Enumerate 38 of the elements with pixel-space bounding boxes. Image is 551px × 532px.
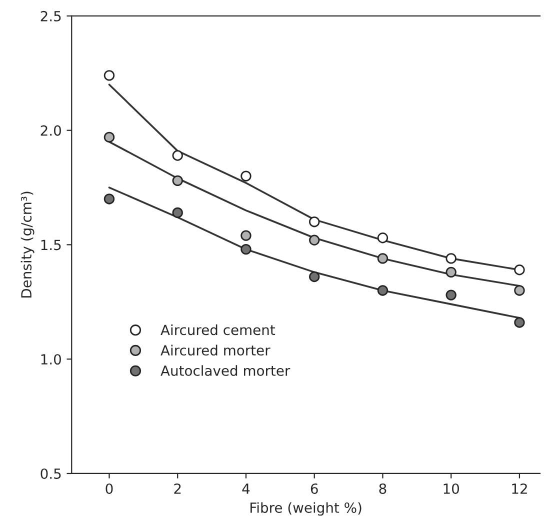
y-tick-label: 2.5	[40, 10, 61, 22]
point	[309, 234, 320, 246]
point	[104, 70, 115, 81]
x-tick-label: 8	[379, 483, 386, 494]
point	[172, 150, 183, 161]
point	[104, 194, 115, 204]
point	[446, 266, 456, 278]
point	[514, 285, 525, 296]
point	[514, 264, 525, 276]
x-tick-label: 2	[174, 483, 181, 494]
point	[172, 207, 183, 218]
point	[377, 232, 388, 244]
point	[377, 285, 388, 296]
y-axis-title: Density (g/cm³)	[20, 192, 34, 298]
y-tick-label: 1.5	[41, 240, 61, 250]
point	[377, 253, 388, 264]
point	[240, 170, 252, 182]
x-tick-label: 6	[310, 483, 318, 494]
point	[172, 175, 183, 186]
point	[240, 244, 252, 255]
x-tick-label: 4	[242, 484, 250, 494]
y-tick-label: 1.0	[41, 354, 61, 365]
point	[240, 230, 252, 241]
point	[309, 271, 320, 282]
point	[446, 253, 456, 264]
y-tick-label: 0.5	[40, 468, 61, 479]
point	[104, 132, 115, 143]
y-tick-label: 2.0	[40, 125, 61, 136]
x-tick-label: 10	[444, 483, 460, 494]
x-tick-label: 12	[512, 483, 527, 494]
x-axis-title: Fibre (weight %)	[250, 502, 362, 516]
x-tick-label: 0	[106, 483, 113, 494]
legend-label: Aircured morter	[160, 344, 270, 356]
legend-label: Autoclaved morter	[160, 365, 290, 376]
point	[514, 317, 525, 328]
point	[446, 290, 456, 300]
point	[309, 216, 320, 228]
legend-label: Aircured cement	[160, 324, 276, 336]
